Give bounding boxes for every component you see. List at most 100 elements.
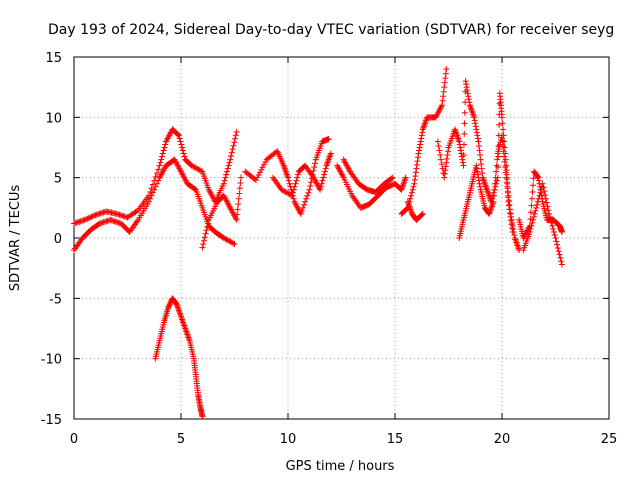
data-point	[555, 248, 562, 255]
data-point	[546, 210, 553, 217]
series-arc-d	[199, 174, 244, 251]
x-tick-label: 10	[280, 432, 297, 447]
data-point	[148, 185, 155, 192]
data-point	[554, 244, 561, 251]
data-point	[227, 156, 234, 163]
data-point	[81, 216, 88, 223]
data-point	[237, 179, 244, 186]
data-point	[443, 159, 450, 166]
data-point	[531, 210, 538, 217]
data-point	[83, 216, 90, 223]
data-point	[534, 173, 541, 180]
data-point	[443, 66, 450, 73]
data-point	[533, 204, 540, 211]
data-point	[229, 146, 236, 153]
data-point	[552, 235, 559, 241]
data-point	[415, 150, 422, 157]
data-point	[255, 171, 262, 178]
data-point	[471, 117, 478, 124]
data-point	[311, 164, 318, 171]
data-point	[493, 177, 500, 184]
series-arc-j	[404, 198, 426, 223]
data-point	[152, 173, 159, 180]
data-point	[441, 170, 448, 177]
series-arc-l	[456, 132, 523, 254]
series-arc-c	[152, 295, 206, 420]
data-point	[465, 96, 472, 103]
y-tick-label: 5	[54, 172, 62, 187]
data-point	[306, 186, 313, 193]
data-point	[236, 185, 243, 192]
data-point	[302, 198, 309, 205]
data-point	[199, 244, 206, 251]
data-point	[233, 128, 240, 135]
data-point	[463, 84, 470, 91]
data-point	[178, 141, 185, 148]
data-point	[473, 165, 480, 172]
data-point	[544, 203, 551, 210]
data-point	[505, 202, 512, 209]
y-tick-label: 10	[45, 111, 62, 126]
data-point	[457, 147, 464, 154]
data-point	[320, 174, 327, 181]
data-point	[504, 188, 511, 195]
data-point	[222, 174, 229, 181]
data-point	[412, 173, 419, 180]
data-point	[389, 174, 396, 181]
data-point	[155, 166, 162, 173]
chart-title: Day 193 of 2024, Sidereal Day-to-day VTE…	[48, 22, 614, 38]
data-point	[297, 210, 304, 217]
data-point	[402, 174, 409, 181]
data-point	[493, 168, 500, 175]
data-point	[199, 413, 206, 420]
data-point	[442, 167, 449, 174]
data-point	[158, 156, 165, 163]
data-point	[496, 121, 503, 128]
series-arc-g	[334, 162, 409, 211]
data-point	[133, 208, 140, 215]
data-point	[495, 153, 502, 160]
data-point	[175, 131, 182, 138]
data-point	[228, 153, 235, 160]
data-point	[226, 159, 233, 166]
data-point	[301, 201, 308, 208]
data-point	[460, 162, 467, 169]
data-point	[505, 198, 512, 205]
y-tick-label: -5	[49, 292, 62, 307]
data-point	[203, 227, 210, 234]
data-point	[438, 161, 445, 168]
data-point	[444, 152, 451, 159]
data-point	[293, 177, 300, 184]
data-point	[505, 197, 512, 204]
data-point	[550, 228, 557, 235]
data-point	[472, 123, 479, 130]
data-point	[499, 120, 506, 127]
data-point	[558, 261, 565, 268]
data-point	[494, 156, 501, 163]
data-point	[409, 186, 416, 193]
y-tick-label: 15	[45, 51, 62, 66]
data-point	[529, 219, 536, 226]
data-point	[292, 180, 299, 187]
data-point	[235, 201, 242, 208]
data-point	[307, 182, 314, 189]
data-point	[85, 215, 92, 222]
data-point	[200, 241, 207, 248]
data-point	[440, 170, 447, 177]
data-point	[319, 177, 326, 184]
data-point	[530, 182, 537, 189]
data-point	[530, 175, 537, 182]
data-point	[153, 180, 160, 187]
data-point	[204, 223, 211, 230]
data-point	[509, 219, 516, 226]
data-point	[499, 132, 505, 139]
data-point	[537, 189, 544, 196]
data-point	[413, 165, 420, 172]
series-arc-a	[71, 126, 240, 227]
data-point	[502, 164, 509, 171]
data-point	[442, 70, 449, 77]
data-point	[534, 198, 541, 205]
data-point	[539, 180, 546, 187]
data-point	[461, 130, 468, 137]
data-point	[473, 126, 480, 133]
